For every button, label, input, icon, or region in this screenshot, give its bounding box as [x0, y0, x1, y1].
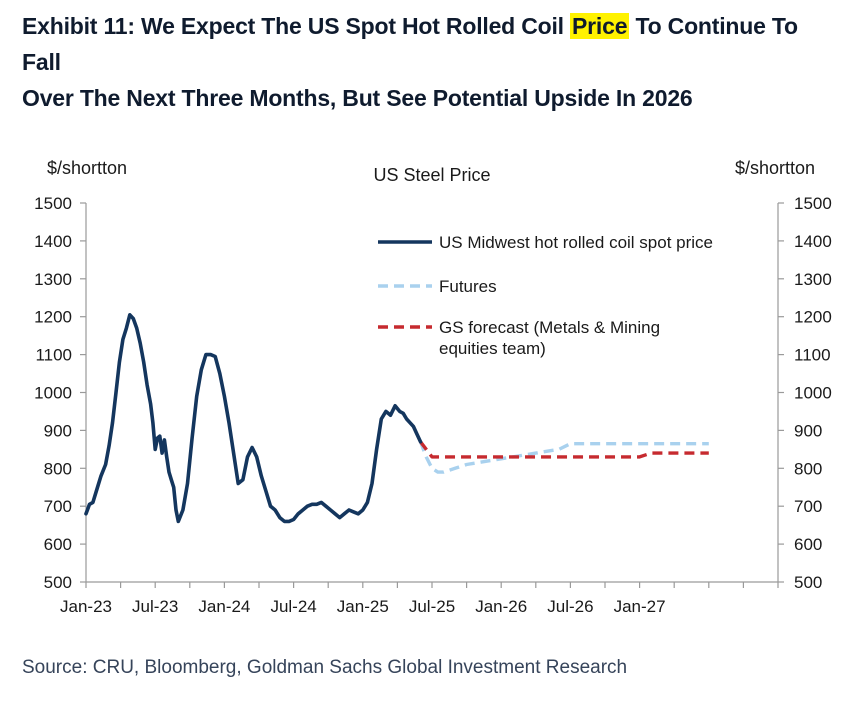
- y-tick-label-left: 1000: [34, 384, 72, 403]
- y-tick-label-right: 1300: [794, 270, 832, 289]
- exhibit-title-line1-post: To Continue To Fall: [22, 13, 798, 75]
- y-tick-label-left: 900: [44, 421, 72, 440]
- y-tick-label-right: 600: [794, 535, 822, 554]
- y-tick-label-right: 700: [794, 497, 822, 516]
- legend-label-spot: US Midwest hot rolled coil spot price: [439, 233, 713, 252]
- source-note: Source: CRU, Bloomberg, Goldman Sachs Gl…: [22, 657, 628, 678]
- x-tick-label: Jan-26: [475, 597, 527, 616]
- series-line-gs: [419, 440, 709, 459]
- y-tick-label-right: 500: [794, 573, 822, 592]
- exhibit-title-line2: Over The Next Three Months, But See Pote…: [22, 85, 693, 111]
- x-tick-label: Jul-24: [270, 597, 316, 616]
- y-tick-label-right: 800: [794, 459, 822, 478]
- exhibit-title-highlight: Price: [570, 13, 630, 39]
- x-tick-label: Jan-25: [337, 597, 389, 616]
- y-tick-label-right: 1100: [794, 346, 831, 365]
- axes-layer: 500 500 600 600 700 700 800 800 900 900 1000 1000 11…: [34, 194, 832, 616]
- y-axis-label-left: $/shortton: [47, 158, 127, 178]
- y-tick-label-right: 1400: [794, 232, 832, 251]
- x-tick-label: Jul-23: [132, 597, 178, 616]
- legend: US Midwest hot rolled coil spot price Fut…: [378, 233, 713, 358]
- x-tick-label: Jan-27: [614, 597, 666, 616]
- series-line-spot: [84, 312, 423, 524]
- legend-label-futures: Futures: [439, 277, 497, 296]
- x-tick-label: Jan-24: [198, 597, 250, 616]
- y-tick-label-left: 500: [44, 573, 72, 592]
- y-tick-label-left: 800: [44, 459, 72, 478]
- legend-label-gs: GS forecast (Metals & Mining: [439, 318, 660, 337]
- y-tick-label-right: 1500: [794, 194, 832, 213]
- x-tick-label: Jul-25: [409, 597, 455, 616]
- y-tick-label-left: 1200: [34, 308, 72, 327]
- y-tick-label-left: 1500: [34, 194, 72, 213]
- legend-label-gs: equities team): [439, 339, 546, 358]
- x-tick-label: Jul-26: [547, 597, 593, 616]
- y-axis-label-right: $/shortton: [735, 158, 815, 178]
- chart-title: US Steel Price: [373, 165, 490, 185]
- series-layer: [84, 312, 709, 524]
- y-tick-label-right: 900: [794, 421, 822, 440]
- y-tick-label-right: 1000: [794, 384, 832, 403]
- exhibit-title-line1-pre: Exhibit 11: We Expect The US Spot Hot Ro…: [22, 13, 571, 39]
- y-tick-label-left: 600: [44, 535, 72, 554]
- x-tick-label: Jan-23: [60, 597, 112, 616]
- steel-price-chart: 500 500 600 600 700 700 800 800 900 900 1000 1000 11…: [34, 158, 832, 616]
- y-tick-label-right: 1200: [794, 308, 832, 327]
- y-tick-label-left: 1300: [34, 270, 72, 289]
- y-tick-label-left: 1100: [35, 346, 72, 365]
- y-tick-label-left: 1400: [34, 232, 72, 251]
- y-tick-label-left: 700: [44, 497, 72, 516]
- exhibit-title: Exhibit 11: We Expect The US Spot Hot Ro…: [22, 8, 842, 116]
- series-line-futures: [418, 441, 709, 474]
